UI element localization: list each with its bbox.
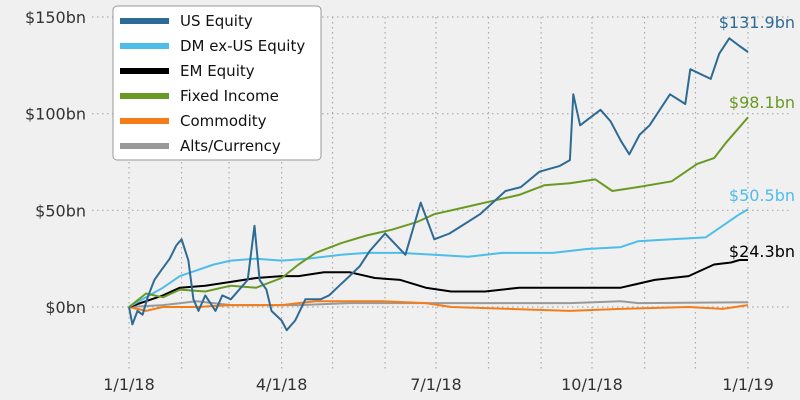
y-tick-label: $0bn bbox=[45, 298, 86, 317]
legend-label: US Equity bbox=[180, 12, 253, 30]
legend: US Equity DM ex-US Equity EM Equity Fixed I… bbox=[112, 5, 322, 161]
x-axis-tick-labels: 1/1/18 4/1/18 7/1/18 10/1/18 1/1/19 bbox=[103, 375, 774, 394]
series-lines bbox=[128, 37, 749, 332]
end-value-labels: $131.9bn $50.5bn $24.3bn $98.1bn bbox=[719, 13, 795, 261]
y-tick-label: $50bn bbox=[35, 201, 86, 220]
series-line-em-equity bbox=[128, 259, 748, 308]
legend-label: DM ex-US Equity bbox=[180, 37, 305, 55]
end-label: $131.9bn bbox=[719, 13, 795, 32]
x-tick-label: 1/1/18 bbox=[103, 375, 155, 394]
legend-label: Fixed Income bbox=[180, 87, 279, 105]
legend-label: Alts/Currency bbox=[180, 137, 281, 155]
x-tick-label: 7/1/18 bbox=[410, 375, 462, 394]
y-tick-label: $100bn bbox=[25, 105, 86, 124]
y-axis-tick-labels: $0bn $50bn $100bn $150bn bbox=[25, 8, 86, 317]
legend-label: EM Equity bbox=[180, 62, 255, 80]
series-line-alts-currency bbox=[128, 300, 749, 308]
legend-label: Commodity bbox=[180, 112, 267, 130]
series-line-fixed-income bbox=[128, 116, 749, 308]
x-tick-label: 10/1/18 bbox=[561, 375, 623, 394]
end-label: $24.3bn bbox=[729, 242, 795, 261]
y-tick-label: $150bn bbox=[25, 8, 86, 27]
x-tick-label: 4/1/18 bbox=[256, 375, 308, 394]
series-line-dm-ex-us-equity bbox=[128, 208, 749, 308]
end-label: $50.5bn bbox=[729, 186, 795, 205]
x-tick-label: 1/1/19 bbox=[722, 375, 774, 394]
end-label: $98.1bn bbox=[729, 93, 795, 112]
series-line-us-equity bbox=[128, 37, 749, 332]
series-line-commodity bbox=[128, 300, 749, 312]
